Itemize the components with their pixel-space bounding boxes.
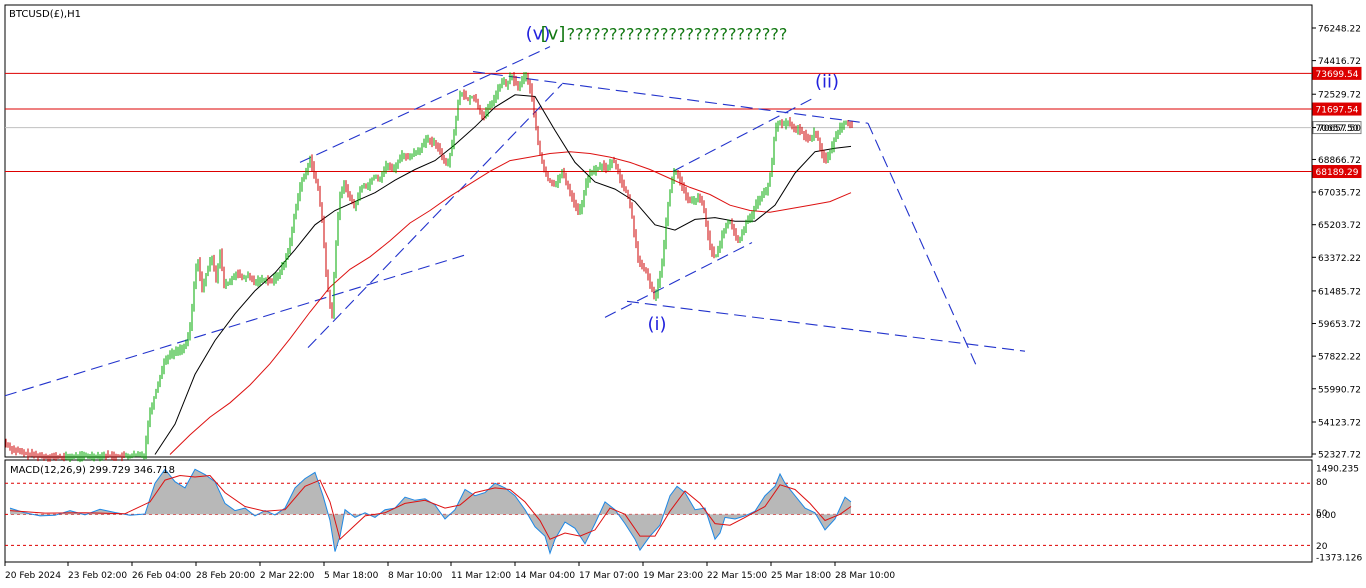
y-tick-label: 52327.72 [1318, 451, 1361, 461]
x-tick-label: 19 Mar 23:00 [643, 571, 703, 581]
y-tick-label: 54123.72 [1318, 419, 1361, 429]
y-tick-label: 59653.72 [1318, 320, 1361, 330]
y-tick-label: 63372.22 [1318, 254, 1361, 264]
y-tick-label: 55990.72 [1318, 385, 1361, 395]
trend-line [4, 254, 466, 397]
trend-line [867, 123, 978, 368]
macd-y-tick-label: 20 [1316, 542, 1328, 552]
level-price-tag [1312, 66, 1362, 80]
trend-line [472, 71, 869, 124]
x-tick-label: 2 Mar 22:00 [260, 571, 315, 581]
trend-line [626, 300, 1026, 352]
level-price-label: 73699.54 [1316, 70, 1359, 80]
x-tick-label: 23 Feb 02:00 [68, 571, 127, 581]
ma-fast-line [154, 94, 852, 455]
macd-y-tick-label: 80 [1316, 478, 1328, 488]
macd-line [9, 468, 852, 555]
wave-label: ?????????????????????????? [567, 25, 788, 44]
wave-label: (v) [526, 24, 551, 45]
x-tick-label: 28 Feb 20:00 [196, 571, 255, 581]
y-tick-label: 57822.22 [1318, 353, 1361, 363]
y-tick-label: 65203.72 [1318, 221, 1361, 231]
macd-title: MACD(12,26,9) 299.729 346.718 [10, 465, 175, 476]
macd-signal-line [9, 474, 852, 541]
y-tick-label: 68866.72 [1318, 156, 1361, 166]
macd-y-tick-label: -1373.126 [1316, 554, 1362, 564]
trend-line [299, 46, 551, 163]
x-tick-label: 5 Mar 18:00 [324, 571, 379, 581]
ma-slow-line [169, 151, 852, 455]
x-tick-label: 8 Mar 10:00 [388, 571, 443, 581]
x-tick-label: 14 Mar 04:00 [515, 571, 575, 581]
level-price-tag [1312, 102, 1362, 116]
trend-line [604, 242, 753, 318]
trend-line [672, 97, 814, 172]
x-tick-label: 20 Feb 2024 [5, 571, 61, 581]
wave-label: [v] [541, 24, 566, 45]
macd-y-tick-label: 1490.235 [1316, 465, 1359, 475]
chart-title: BTCUSD(£),H1 [9, 9, 81, 20]
y-tick-label: 67035.72 [1318, 189, 1361, 199]
y-tick-label: 70657.50 [1318, 124, 1361, 134]
y-tick-label: 74416.72 [1318, 57, 1361, 67]
y-tick-label: 76248.22 [1318, 25, 1361, 35]
macd-y-tick-label: 50 [1316, 509, 1328, 519]
main-chart-frame [4, 4, 1313, 458]
macd-y-tick-label: 0.00 [1316, 511, 1336, 521]
level-price-label: 68189.29 [1316, 168, 1359, 178]
wave-label: (i) [647, 314, 666, 335]
x-tick-label: 26 Feb 04:00 [132, 571, 191, 581]
x-tick-label: 11 Mar 12:00 [451, 571, 511, 581]
x-tick-label: 17 Mar 07:00 [579, 571, 639, 581]
y-tick-label: 61485.72 [1318, 287, 1361, 297]
level-price-label: 71697.54 [1316, 106, 1359, 116]
level-price-tag [1312, 165, 1362, 179]
x-tick-label: 28 Mar 10:00 [835, 571, 895, 581]
x-tick-label: 25 Mar 18:00 [771, 571, 831, 581]
y-tick-label: 72529.72 [1318, 91, 1361, 101]
macd-histogram [10, 469, 851, 554]
level-price-label: 70657.50 [1316, 124, 1359, 134]
wave-label: (ii) [815, 72, 839, 93]
x-tick-label: 22 Mar 15:00 [707, 571, 767, 581]
trend-line [307, 83, 563, 349]
